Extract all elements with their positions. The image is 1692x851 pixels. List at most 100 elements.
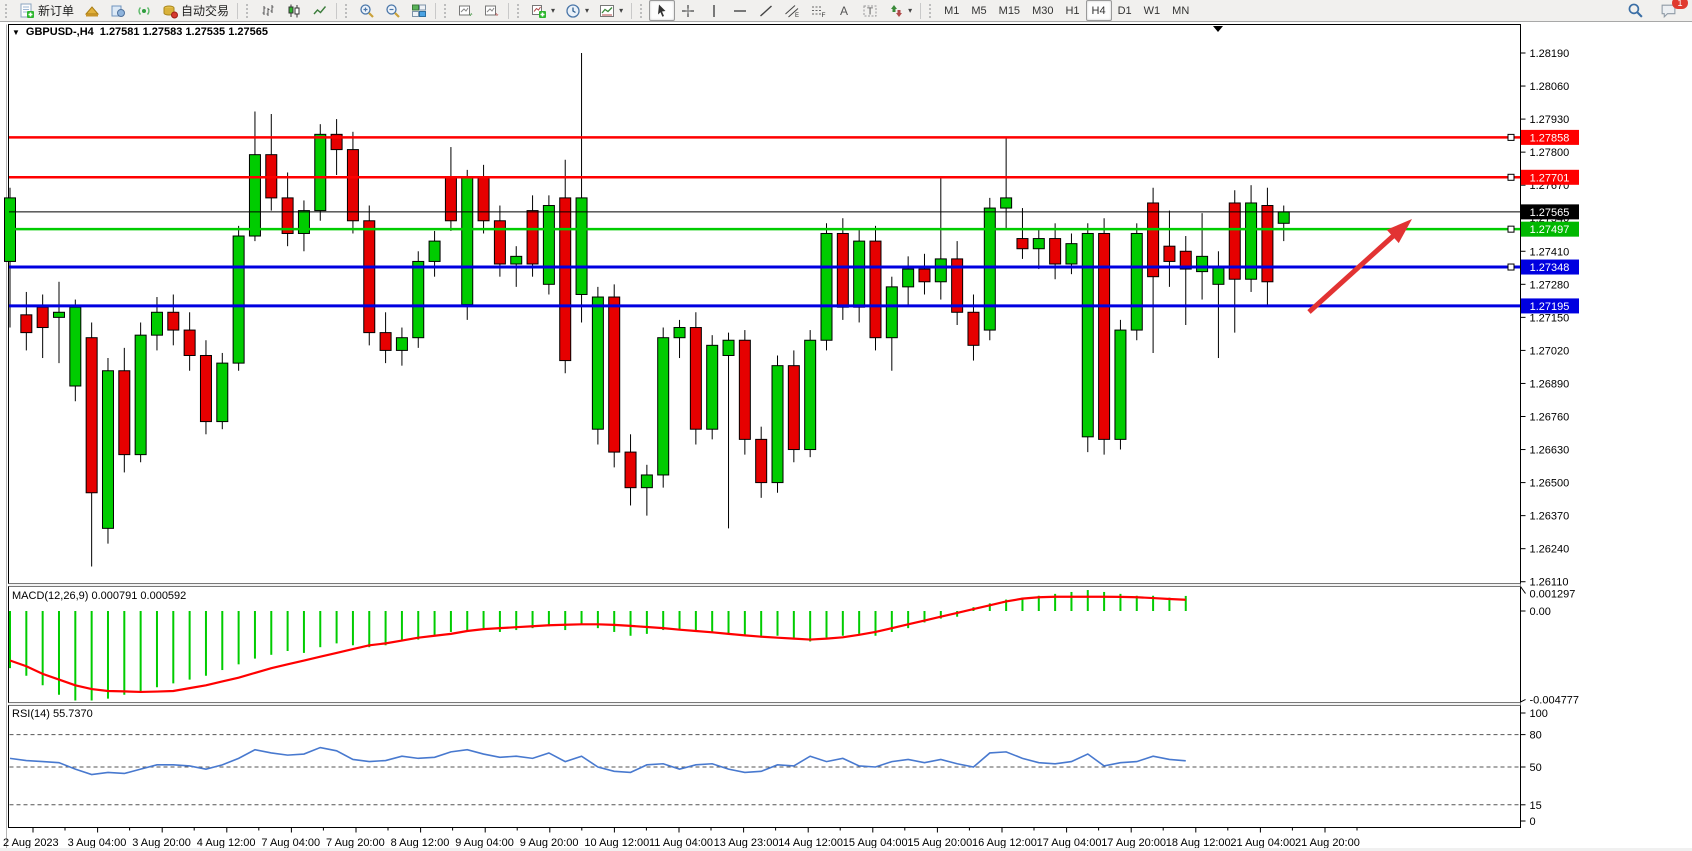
- candle-body-bull: [52, 311, 65, 318]
- fibonacci-button[interactable]: F: [805, 0, 831, 21]
- hline-1.27565[interactable]: 1.27565: [9, 204, 1579, 220]
- line-chart-button[interactable]: [307, 0, 333, 21]
- templates-button[interactable]: ▾: [594, 0, 628, 21]
- candle-body-bull: [1114, 329, 1127, 440]
- candle-body-bear: [624, 451, 637, 489]
- toolbar-grip[interactable]: [640, 3, 646, 18]
- cursor-button[interactable]: [649, 0, 676, 21]
- hline-price-label: 1.27701: [1530, 172, 1570, 184]
- notification-badge: 1: [1672, 0, 1688, 9]
- price-tick-label: 1.26630: [1530, 445, 1570, 457]
- macd-series: [9, 590, 1187, 701]
- timeframe-d1-button[interactable]: D1: [1117, 4, 1132, 17]
- toolbar-grip[interactable]: [517, 3, 523, 18]
- tile-windows-button[interactable]: [406, 0, 432, 21]
- candle-body-bear: [1098, 232, 1111, 440]
- zoom-out-button[interactable]: [380, 0, 406, 21]
- candle-body-bear: [36, 306, 49, 329]
- new-order-button[interactable]: 新订单: [14, 0, 79, 21]
- toolbar-grip[interactable]: [345, 3, 351, 18]
- trend-arrow[interactable]: [1307, 219, 1412, 314]
- chart-canvas[interactable]: 1.281901.280601.279301.278001.276701.275…: [0, 22, 1692, 848]
- chart-shift-button[interactable]: [479, 0, 505, 21]
- chart-title: ▼ GBPUSD-,H4 1.27581 1.27583 1.27535 1.2…: [12, 26, 268, 38]
- candle-body-bull: [1000, 197, 1013, 209]
- indicators-button[interactable]: ▾: [526, 0, 560, 21]
- rsi-tick-label: 15: [1530, 800, 1542, 812]
- candle-body-bull: [1130, 232, 1143, 331]
- text-button[interactable]: A: [831, 0, 857, 21]
- chart-profile-button[interactable]: [79, 0, 105, 21]
- equidistant-channel-button[interactable]: E: [779, 0, 805, 21]
- candle-body-bear: [85, 337, 98, 494]
- fibonacci-icon: F: [810, 3, 826, 19]
- auto-trading-button[interactable]: 自动交易: [157, 0, 234, 21]
- trendline-button[interactable]: [753, 0, 779, 21]
- chevron-down-icon[interactable]: ▾: [619, 6, 624, 15]
- crosshair-icon: [680, 3, 696, 19]
- candle-body-bull: [885, 286, 898, 339]
- price-tick-label: 1.28060: [1530, 81, 1570, 93]
- candle-body-bull: [428, 240, 441, 262]
- signals-button[interactable]: [131, 0, 157, 21]
- periods-button[interactable]: ▾: [560, 0, 594, 21]
- candle-body-bear: [444, 177, 457, 222]
- zoom-in-button[interactable]: [354, 0, 380, 21]
- arrow-head[interactable]: [1386, 219, 1412, 244]
- hline-1.27195[interactable]: 1.27195: [9, 298, 1579, 314]
- arrows-button[interactable]: ▾: [883, 0, 917, 21]
- hline-handle[interactable]: [1507, 133, 1515, 141]
- bars-chart-button[interactable]: [255, 0, 281, 21]
- toolbar-grip[interactable]: [444, 3, 450, 18]
- timeframe-m15-button[interactable]: M15: [998, 4, 1021, 17]
- chevron-down-icon[interactable]: ▾: [551, 6, 556, 15]
- toolbar-grip[interactable]: [5, 3, 11, 18]
- market-watch-button[interactable]: [105, 0, 131, 21]
- arrow-shaft[interactable]: [1307, 227, 1402, 314]
- timeframe-m30-button[interactable]: M30: [1032, 4, 1054, 17]
- timeframe-m1-button[interactable]: M1: [944, 4, 960, 17]
- notifications-icon[interactable]: 1: [1655, 0, 1688, 21]
- toolbar-grip[interactable]: [929, 3, 935, 18]
- price-tick-label: 1.26500: [1530, 478, 1570, 490]
- splitter-macd-rsi[interactable]: [8, 702, 1521, 706]
- hline-1.27497[interactable]: 1.27497: [9, 221, 1579, 237]
- hline-handle[interactable]: [1507, 225, 1515, 233]
- horizontal-line-button[interactable]: [727, 0, 753, 21]
- chart-symbol-period: GBPUSD-,H4: [25, 26, 94, 38]
- time-label: 3 Aug 04:00: [68, 837, 127, 848]
- main-chart-panel: [8, 24, 1521, 584]
- chevron-down-icon[interactable]: ▾: [585, 6, 590, 15]
- vertical-line-button[interactable]: [701, 0, 727, 21]
- candle-body-bear: [608, 296, 621, 453]
- candle-body-bear: [755, 438, 768, 484]
- timeframe-mn-button[interactable]: MN: [1172, 4, 1190, 17]
- candle-body-bear: [379, 332, 392, 351]
- crosshair-button[interactable]: [675, 0, 701, 21]
- hline-1.27858[interactable]: 1.27858: [9, 129, 1579, 145]
- search-icon[interactable]: [1622, 0, 1649, 21]
- hline-1.27701[interactable]: 1.27701: [9, 169, 1579, 185]
- timeframe-w1-button[interactable]: W1: [1143, 4, 1161, 17]
- splitter-main-macd[interactable]: [8, 583, 1521, 587]
- timeframe-m5-button[interactable]: M5: [971, 4, 987, 17]
- toolbar-grip[interactable]: [246, 3, 252, 18]
- hline-handle[interactable]: [1507, 263, 1515, 271]
- timeframe-h4-button[interactable]: H4: [1085, 0, 1112, 21]
- chart-collapse-icon[interactable]: ▼: [12, 27, 20, 37]
- candle-body-bear: [477, 177, 490, 222]
- candle-body-bull: [771, 365, 784, 484]
- text-label-button[interactable]: T: [857, 0, 883, 21]
- candles-chart-button[interactable]: [281, 0, 307, 21]
- candle-body-bull: [542, 205, 555, 285]
- chevron-down-icon[interactable]: ▾: [908, 6, 913, 15]
- auto-scroll-button[interactable]: [453, 0, 479, 21]
- text-label-icon: T: [862, 3, 878, 19]
- timeframe-h1-button[interactable]: H1: [1065, 4, 1080, 17]
- hline-1.27348[interactable]: 1.27348: [9, 259, 1579, 275]
- candle-body-bull: [461, 177, 474, 306]
- chart-shift-marker[interactable]: [1213, 26, 1223, 32]
- hline-handle[interactable]: [1507, 173, 1515, 181]
- candle-body-bear: [1179, 250, 1192, 270]
- candle-body-bull: [510, 255, 523, 265]
